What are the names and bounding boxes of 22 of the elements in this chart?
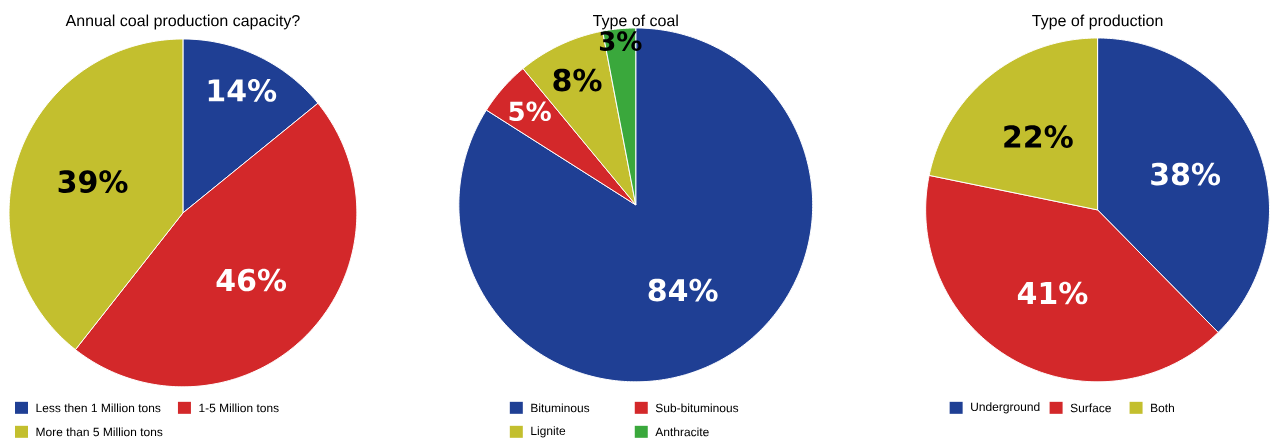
- legend-label: Anthracite: [655, 427, 709, 437]
- data-label: 22%: [1004, 125, 1073, 149]
- data-label: 39%: [58, 170, 128, 194]
- data-label: 8%: [553, 68, 602, 92]
- data-label: 84%: [648, 278, 718, 302]
- chart-title: Type of production: [1032, 14, 1163, 30]
- data-label: 14%: [208, 79, 277, 102]
- legend-label: Bituminous: [531, 403, 590, 413]
- data-label: 41%: [1017, 281, 1088, 305]
- data-label: 38%: [1151, 162, 1221, 186]
- data-label: 5%: [509, 101, 551, 122]
- legend-label: Lignite: [531, 426, 566, 438]
- legend-label: Less then 1 Million tons: [36, 403, 161, 413]
- legend-label: Surface: [1070, 403, 1111, 413]
- legend-label: Sub-bituminous: [655, 403, 739, 413]
- legend-label: Underground: [971, 402, 1040, 414]
- legend-label: 1-5 Million tons: [199, 403, 279, 413]
- chart-title: Type of coal: [593, 14, 678, 30]
- legend-label: More than 5 Million tons: [36, 427, 163, 437]
- data-label: 46%: [216, 268, 287, 292]
- legend-label: Both: [1151, 403, 1174, 413]
- chart-title: Annual coal production capacity?: [65, 14, 300, 30]
